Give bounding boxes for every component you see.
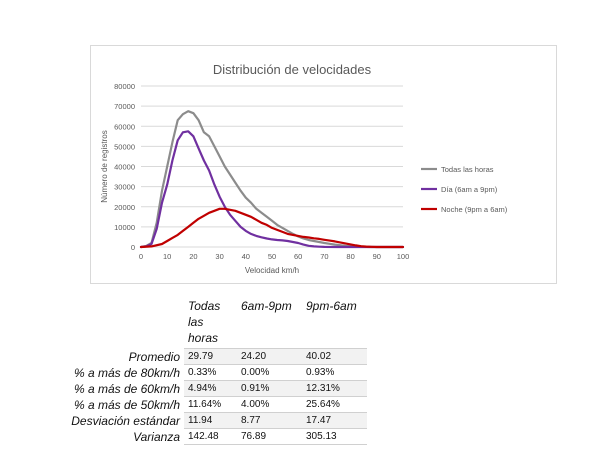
chart-title: Distribución de velocidades — [213, 62, 372, 77]
table-row: % a más de 80km/h 0.33% 0.00% 0.93% — [18, 364, 367, 381]
row-label: Promedio — [128, 349, 180, 364]
y-tick-label: 10000 — [114, 223, 135, 232]
table-cell: 24.20 — [237, 348, 302, 365]
x-tick-label: 50 — [268, 252, 276, 261]
table-cell: 11.64% — [184, 396, 237, 413]
x-tick-label: 90 — [373, 252, 381, 261]
x-tick-label: 60 — [294, 252, 302, 261]
x-tick-label: 0 — [139, 252, 143, 261]
table-header-row: Todas las horas 6am-9pm 9pm-6am — [18, 298, 367, 349]
x-tick-label: 100 — [397, 252, 410, 261]
table-cell: 76.89 — [237, 428, 302, 445]
table-cell: 8.77 — [237, 412, 302, 429]
x-tick-label: 70 — [320, 252, 328, 261]
table-cell: 29.79 — [184, 348, 237, 365]
series-line-1 — [139, 110, 405, 249]
column-header-day: 6am-9pm — [241, 299, 292, 313]
table-cell: 40.02 — [302, 348, 367, 365]
x-axis-title: Velocidad km/h — [245, 266, 299, 275]
y-axis-title: Número de registros — [100, 130, 109, 202]
x-tick-label: 40 — [242, 252, 250, 261]
column-header-all-hours: Todas las horas — [188, 299, 221, 345]
series-line-3 — [139, 207, 405, 249]
row-label: % a más de 50km/h — [73, 397, 180, 412]
y-tick-label: 20000 — [114, 203, 135, 212]
x-tick-label: 30 — [215, 252, 223, 261]
table-cell: 305.13 — [302, 428, 367, 445]
table-cell: 4.00% — [237, 396, 302, 413]
table-corner — [18, 298, 184, 349]
series-line-2 — [139, 130, 405, 249]
table-cell: 11.94 — [184, 412, 237, 429]
y-tick-label: 70000 — [114, 102, 135, 111]
x-tick-label: 20 — [189, 252, 197, 261]
y-tick-label: 0 — [131, 243, 135, 252]
legend-label: Noche (9pm a 6am) — [441, 205, 508, 214]
table-cell: 25.64% — [302, 396, 367, 413]
y-tick-label: 50000 — [114, 142, 135, 151]
y-tick-label: 30000 — [114, 183, 135, 192]
table-cell: 142.48 — [184, 428, 237, 445]
table-cell: 4.94% — [184, 380, 237, 397]
stats-table: Todas las horas 6am-9pm 9pm-6am Promedio… — [18, 298, 367, 445]
row-label: Desviación estándar — [71, 413, 180, 428]
table-row: % a más de 50km/h 11.64% 4.00% 25.64% — [18, 396, 367, 413]
legend-label: Todas las horas — [441, 165, 494, 174]
row-label: % a más de 60km/h — [73, 381, 180, 396]
table-cell: 12.31% — [302, 380, 367, 397]
table-cell: 17.47 — [302, 412, 367, 429]
y-tick-label: 60000 — [114, 122, 135, 131]
table-cell: 0.00% — [237, 364, 302, 381]
row-label: % a más de 80km/h — [73, 365, 180, 380]
table-cell: 0.91% — [237, 380, 302, 397]
x-tick-label: 80 — [346, 252, 354, 261]
legend-label: Día (6am a 9pm) — [441, 185, 498, 194]
table-cell: 0.93% — [302, 364, 367, 381]
table-row: Promedio 29.79 24.20 40.02 — [18, 348, 367, 365]
y-tick-label: 40000 — [114, 163, 135, 172]
table-row: Varianza 142.48 76.89 305.13 — [18, 428, 367, 445]
column-header-night: 9pm-6am — [306, 299, 357, 313]
table-cell: 0.33% — [184, 364, 237, 381]
row-label: Varianza — [133, 429, 180, 444]
chart-area: Distribución de velocidades 0 10000 20000 30… — [90, 45, 557, 284]
table-row: Desviación estándar 11.94 8.77 17.47 — [18, 412, 367, 429]
y-tick-label: 80000 — [114, 82, 135, 91]
speed-distribution-chart: Distribución de velocidades 0 10000 20000 30… — [100, 62, 508, 275]
x-tick-label: 10 — [163, 252, 171, 261]
table-row: % a más de 60km/h 4.94% 0.91% 12.31% — [18, 380, 367, 397]
